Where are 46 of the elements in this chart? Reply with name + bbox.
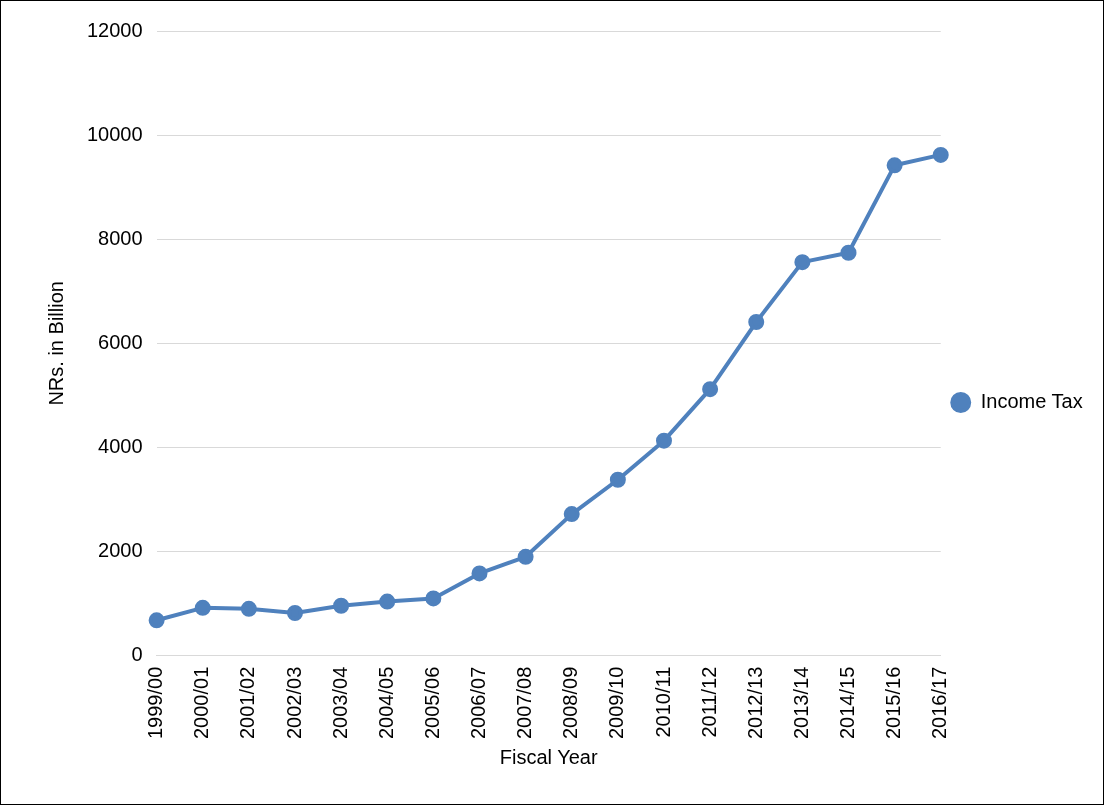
x-tick-label: 2015/16 xyxy=(882,666,905,739)
x-tick-label: 2008/09 xyxy=(559,666,582,739)
x-axis-title: Fiscal Year xyxy=(499,745,598,768)
point xyxy=(794,254,811,271)
x-tick-label: 2013/14 xyxy=(789,666,812,739)
point xyxy=(425,590,442,607)
x-tick-label: 2012/13 xyxy=(743,666,766,739)
x-tick-label: 2010/11 xyxy=(651,666,674,738)
point xyxy=(517,548,534,565)
y-tick-label: 8000 xyxy=(98,226,143,249)
point xyxy=(655,432,672,449)
point xyxy=(840,244,857,261)
x-tick-label: 2006/07 xyxy=(467,666,489,739)
point xyxy=(148,612,165,629)
point xyxy=(702,381,719,398)
point xyxy=(886,157,903,174)
y-axis-title: NRs. in Billion xyxy=(44,281,67,406)
point xyxy=(194,599,211,616)
x-tick-label: 2007/08 xyxy=(513,666,536,739)
y-tick-label: 2000 xyxy=(98,539,143,562)
x-tick-label: 2003/04 xyxy=(328,666,351,739)
y-tick-label: 10000 xyxy=(86,122,143,145)
point xyxy=(748,314,765,331)
x-tick-label: 2001/02 xyxy=(236,666,259,739)
x-tick-label: 2009/10 xyxy=(605,666,628,739)
legend-label: Income Tax xyxy=(980,390,1083,413)
x-tick-label: 2014/15 xyxy=(836,666,858,739)
point xyxy=(563,506,580,523)
x-tick-label: 2000/01 xyxy=(190,666,213,739)
point xyxy=(932,146,949,163)
y-tick-label: 4000 xyxy=(98,434,143,457)
y-tick-label: 6000 xyxy=(98,330,143,353)
x-tick-label: 2004/05 xyxy=(374,666,397,739)
point xyxy=(471,565,488,582)
point xyxy=(286,605,303,622)
x-tick-label: 2002/03 xyxy=(282,666,305,739)
point xyxy=(240,600,257,617)
x-tick-label: 2011/12 xyxy=(697,666,720,738)
x-tick-label: 1999/00 xyxy=(144,666,167,739)
x-tick-label: 2005/06 xyxy=(420,666,443,739)
point xyxy=(609,471,626,488)
point xyxy=(379,593,396,610)
y-tick-label: 12000 xyxy=(86,18,143,41)
y-tick-label: 0 xyxy=(131,643,143,666)
point xyxy=(333,597,350,614)
x-tick-label: 2016/17 xyxy=(928,666,951,739)
